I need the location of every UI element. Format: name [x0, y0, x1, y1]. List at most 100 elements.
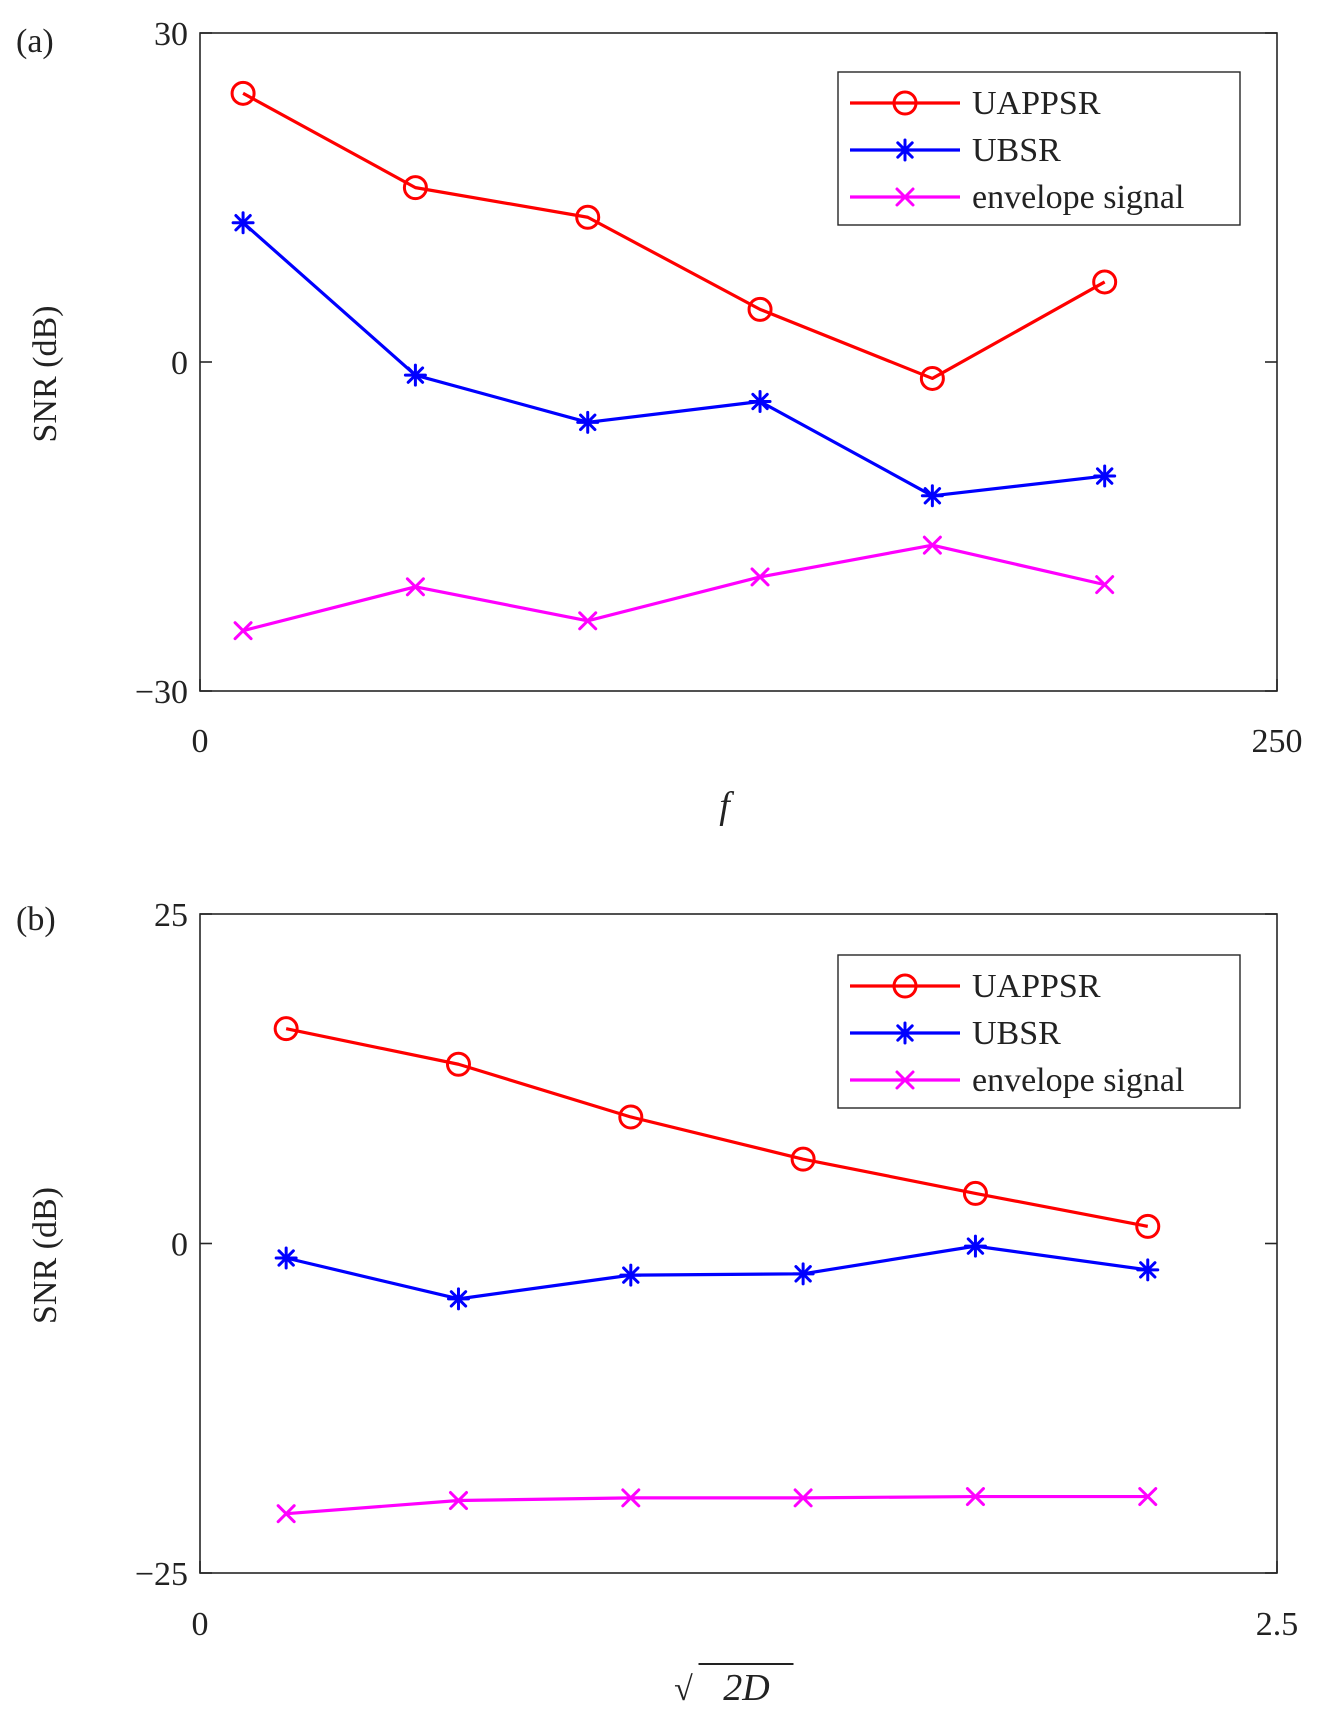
legend-label: UBSR: [972, 1015, 1061, 1052]
legend-marker-stroke-d2: [896, 1024, 914, 1042]
data-point: [922, 535, 942, 555]
legend-marker-stroke-2: [895, 1070, 915, 1090]
x-axis-label: f: [719, 785, 734, 827]
data-point-stroke-2: [578, 611, 598, 631]
data-point-stroke-d2: [1139, 1261, 1157, 1279]
series-envelope-signal: [233, 535, 1115, 641]
data-point: [576, 410, 600, 434]
data-point: [793, 1488, 813, 1508]
series-ubsr: [274, 1234, 1160, 1311]
data-point: [276, 1504, 296, 1524]
data-point: [1095, 575, 1115, 595]
legend-marker: [892, 973, 918, 999]
panel-label: (a): [16, 23, 54, 60]
series-uappsr: [230, 80, 1118, 391]
data-point-stroke-d2: [277, 1249, 295, 1267]
legend: UAPPSR UBSR envelope signal: [837, 954, 1241, 1109]
legend-entry: envelope signal: [850, 1062, 1184, 1099]
y-tick-label: −30: [135, 674, 188, 711]
data-point: [790, 1146, 816, 1172]
data-point-stroke-d2: [234, 214, 252, 232]
legend-label: envelope signal: [972, 179, 1184, 216]
legend-label: UAPPSR: [972, 85, 1101, 122]
data-point-stroke-d2: [449, 1290, 468, 1308]
x-tick-label: 2.5: [1256, 1606, 1299, 1643]
series-uappsr: [273, 1016, 1161, 1239]
y-tick-label: 0: [171, 345, 188, 382]
data-point: [791, 1262, 815, 1286]
x-tick-label: 0: [192, 723, 209, 760]
data-point-stroke-d2: [406, 366, 425, 384]
data-point: [919, 365, 945, 391]
data-point: [1092, 269, 1118, 295]
data-point: [575, 204, 601, 230]
data-point: [445, 1051, 471, 1077]
legend-entry: UBSR: [850, 1015, 1061, 1052]
chart-panel-b: 250−250 2.5(b)SNR (dB)√ 2DUAPPSRUBSRenvelo…: [16, 897, 1298, 1709]
data-point-stroke-2: [965, 1487, 985, 1507]
legend-label: UAPPSR: [972, 968, 1101, 1005]
data-point-stroke-2: [276, 1504, 296, 1524]
legend-label: envelope signal: [972, 1062, 1184, 1099]
data-point: [446, 1287, 470, 1311]
legend-label: UBSR: [972, 132, 1061, 169]
data-point: [402, 175, 428, 201]
data-point: [1093, 464, 1117, 488]
data-point: [963, 1234, 987, 1258]
series-line: [242, 543, 1106, 633]
data-point-stroke-d2: [966, 1237, 985, 1255]
data-point: [619, 1263, 643, 1287]
series-line: [285, 1027, 1149, 1228]
radicand: 2D: [723, 1667, 769, 1709]
y-axis-label: SNR (dB): [27, 306, 64, 443]
x-tick-label: 250: [1252, 723, 1303, 760]
data-point-stroke-2: [1095, 575, 1115, 595]
series-envelope-signal: [276, 1487, 1158, 1524]
data-point-stroke-2: [750, 567, 770, 587]
legend-entry: UAPPSR: [850, 85, 1101, 122]
data-point-stroke-2: [793, 1488, 813, 1508]
data-point: [1136, 1258, 1160, 1282]
data-point-stroke-2: [922, 535, 942, 555]
data-point-stroke-d2: [579, 413, 597, 432]
data-point: [231, 211, 255, 235]
legend-entry: UAPPSR: [850, 968, 1101, 1005]
data-point: [274, 1246, 298, 1270]
data-point: [578, 611, 598, 631]
data-point: [750, 567, 770, 587]
data-point: [1135, 1213, 1161, 1239]
series-line: [242, 221, 1105, 498]
series-line: [285, 1244, 1148, 1301]
x-axis-label: √ 2D: [674, 1663, 794, 1709]
data-point: [747, 296, 773, 322]
data-point-stroke-2: [233, 621, 253, 641]
x-tick-label: 0: [192, 1606, 209, 1643]
data-point-stroke-d2: [1095, 467, 1114, 485]
data-point: [230, 80, 256, 106]
legend-marker: [893, 1021, 917, 1045]
data-point-stroke-2: [405, 577, 425, 597]
legend-marker: [895, 1070, 915, 1090]
series-line: [242, 91, 1106, 381]
data-point: [618, 1104, 644, 1130]
y-tick-label: 0: [171, 1227, 188, 1264]
data-point-stroke-2: [448, 1491, 468, 1511]
data-point: [962, 1180, 988, 1206]
legend-marker: [893, 138, 917, 162]
data-point-stroke-2: [621, 1488, 641, 1508]
chart-panel-a: 300−300 250(a)SNR (dB)fUAPPSRUBSRenvelope…: [16, 16, 1303, 827]
legend-entry: UBSR: [850, 132, 1061, 169]
y-tick-label: 25: [154, 897, 188, 934]
legend-marker: [892, 90, 918, 116]
data-point-stroke-2: [1138, 1487, 1158, 1507]
data-point: [621, 1488, 641, 1508]
data-point: [965, 1487, 985, 1507]
legend: UAPPSR UBSR envelope signal: [837, 71, 1241, 226]
data-point-stroke-d2: [751, 392, 769, 411]
data-point-stroke-d2: [622, 1266, 640, 1284]
data-point: [448, 1491, 468, 1511]
y-tick-label: 30: [154, 16, 188, 53]
legend-marker-stroke-d2: [896, 141, 914, 159]
data-point: [748, 389, 772, 413]
